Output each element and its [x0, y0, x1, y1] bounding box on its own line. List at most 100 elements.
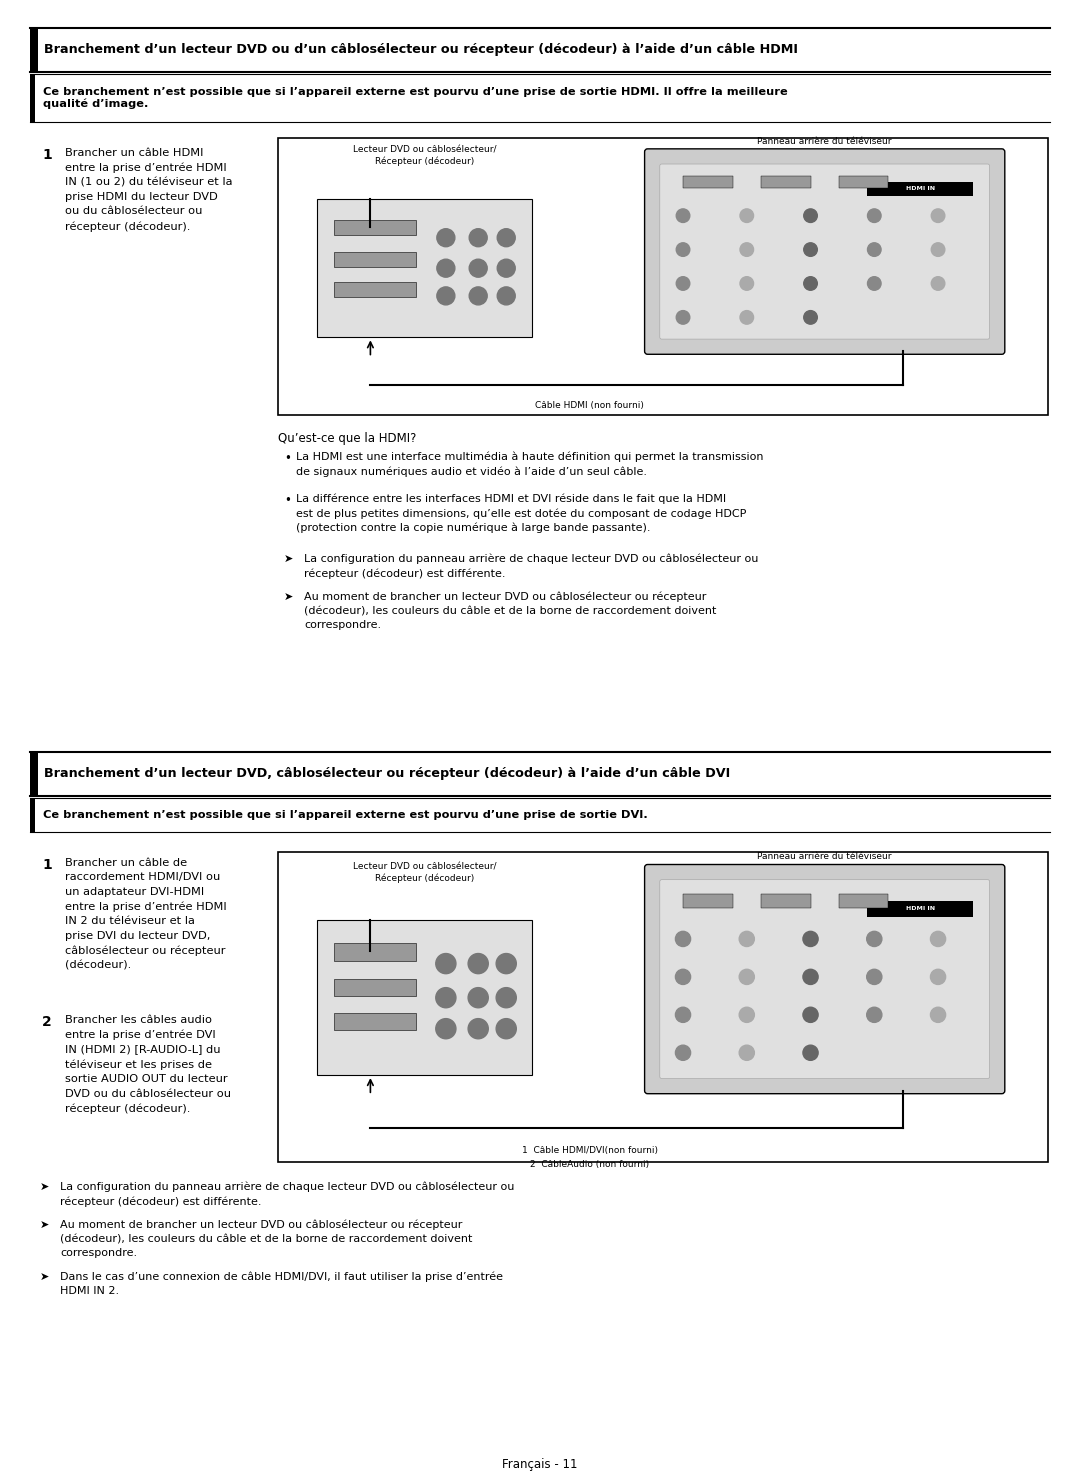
Text: Câble HDMI (non fourni): Câble HDMI (non fourni) — [536, 402, 645, 411]
Bar — [867, 901, 973, 916]
FancyBboxPatch shape — [660, 880, 989, 1079]
Bar — [30, 751, 38, 796]
Circle shape — [739, 931, 754, 947]
Bar — [839, 176, 889, 188]
Text: Dans le cas d’une connexion de câble HDMI/DVI, il faut utiliser la prise d’entré: Dans le cas d’une connexion de câble HDM… — [60, 1272, 503, 1297]
Text: Qu’est-ce que la HDMI?: Qu’est-ce que la HDMI? — [278, 431, 417, 445]
Circle shape — [740, 209, 754, 222]
Circle shape — [675, 931, 690, 947]
Circle shape — [931, 931, 946, 947]
FancyBboxPatch shape — [645, 864, 1004, 1094]
Circle shape — [739, 1008, 754, 1023]
Text: Branchement d’un lecteur DVD, câblosélecteur ou récepteur (décodeur) à l’aide d’: Branchement d’un lecteur DVD, câblosélec… — [44, 768, 730, 781]
Text: Panneau arrière du téléviseur: Panneau arrière du téléviseur — [757, 852, 892, 861]
Circle shape — [866, 1008, 882, 1023]
Circle shape — [931, 243, 945, 256]
Circle shape — [739, 1045, 754, 1060]
Circle shape — [496, 1018, 516, 1039]
FancyBboxPatch shape — [660, 165, 989, 339]
Bar — [334, 980, 416, 996]
Bar — [334, 944, 416, 960]
Circle shape — [468, 987, 488, 1008]
Bar — [683, 894, 732, 907]
Circle shape — [497, 228, 515, 246]
Circle shape — [676, 243, 690, 256]
Circle shape — [675, 1045, 690, 1060]
Bar — [334, 219, 416, 236]
Text: ➤: ➤ — [284, 554, 294, 565]
Circle shape — [931, 209, 945, 222]
Text: La différence entre les interfaces HDMI et DVI réside dans le fait que la HDMI
e: La différence entre les interfaces HDMI … — [296, 494, 746, 534]
Text: Ce branchement n’est possible que si l’appareil externe est pourvu d’une prise d: Ce branchement n’est possible que si l’a… — [43, 87, 787, 110]
FancyBboxPatch shape — [316, 199, 532, 338]
Text: •: • — [284, 494, 291, 507]
Circle shape — [468, 953, 488, 974]
Text: Au moment de brancher un lecteur DVD ou câblosélecteur ou récepteur
(décodeur), : Au moment de brancher un lecteur DVD ou … — [60, 1220, 472, 1258]
Circle shape — [496, 953, 516, 974]
Text: •: • — [284, 452, 291, 465]
Text: Branchement d’un lecteur DVD ou d’un câblosélecteur ou récepteur (décodeur) à l’: Branchement d’un lecteur DVD ou d’un câb… — [44, 43, 798, 56]
Circle shape — [436, 1018, 456, 1039]
Bar — [30, 74, 35, 122]
Text: Lecteur DVD ou câblosélecteur/
Récepteur (décodeur): Lecteur DVD ou câblosélecteur/ Récepteur… — [352, 863, 496, 883]
Text: La configuration du panneau arrière de chaque lecteur DVD ou câblosélecteur ou
r: La configuration du panneau arrière de c… — [303, 554, 758, 579]
Bar — [683, 176, 732, 188]
Text: La configuration du panneau arrière de chaque lecteur DVD ou câblosélecteur ou
r: La configuration du panneau arrière de c… — [60, 1183, 514, 1206]
Circle shape — [436, 228, 455, 246]
Circle shape — [802, 931, 819, 947]
Circle shape — [804, 311, 818, 325]
Text: 1: 1 — [42, 858, 52, 871]
Bar — [761, 176, 810, 188]
Bar — [334, 252, 416, 267]
FancyBboxPatch shape — [645, 148, 1004, 354]
Text: 1  Câble HDMI/DVI(non fourni): 1 Câble HDMI/DVI(non fourni) — [522, 1147, 658, 1156]
Circle shape — [867, 209, 881, 222]
Circle shape — [739, 969, 754, 984]
Bar — [867, 182, 973, 196]
Circle shape — [802, 969, 819, 984]
Circle shape — [497, 288, 515, 305]
Circle shape — [931, 969, 946, 984]
Circle shape — [436, 953, 456, 974]
Circle shape — [676, 209, 690, 222]
Text: HDMI IN: HDMI IN — [906, 187, 935, 191]
Bar — [278, 852, 1048, 1162]
Circle shape — [804, 243, 818, 256]
Circle shape — [866, 969, 882, 984]
Text: Brancher les câbles audio
entre la prise d’entrée DVI
IN (HDMI 2) [R-AUDIO-L] du: Brancher les câbles audio entre la prise… — [65, 1015, 231, 1114]
Bar — [334, 282, 416, 298]
Circle shape — [867, 243, 881, 256]
Text: 1: 1 — [42, 148, 52, 162]
Circle shape — [469, 259, 487, 277]
Text: ➤: ➤ — [40, 1220, 50, 1230]
Circle shape — [802, 1008, 819, 1023]
Text: Ce branchement n’est possible que si l’appareil externe est pourvu d’une prise d: Ce branchement n’est possible que si l’a… — [43, 811, 648, 820]
Text: ➤: ➤ — [40, 1183, 50, 1192]
Circle shape — [804, 209, 818, 222]
Bar — [839, 894, 889, 907]
Circle shape — [436, 288, 455, 305]
FancyBboxPatch shape — [316, 920, 532, 1076]
Text: HDMI IN: HDMI IN — [906, 907, 935, 911]
Text: 2: 2 — [42, 1015, 52, 1029]
Circle shape — [740, 311, 754, 325]
Circle shape — [468, 1018, 488, 1039]
Text: Panneau arrière du téléviseur: Panneau arrière du téléviseur — [757, 138, 892, 147]
Circle shape — [676, 311, 690, 325]
Circle shape — [497, 259, 515, 277]
Circle shape — [436, 259, 455, 277]
Text: Lecteur DVD ou câblosélecteur/
Récepteur (décodeur): Lecteur DVD ou câblosélecteur/ Récepteur… — [352, 145, 496, 166]
Circle shape — [436, 987, 456, 1008]
Circle shape — [740, 243, 754, 256]
Text: La HDMI est une interface multimédia à haute définition qui permet la transmissi: La HDMI est une interface multimédia à h… — [296, 452, 764, 477]
Text: 2  CâbleAudio (non fourni): 2 CâbleAudio (non fourni) — [530, 1160, 649, 1169]
Text: ➤: ➤ — [40, 1272, 50, 1282]
Bar — [761, 894, 810, 907]
Circle shape — [469, 228, 487, 246]
Text: Français - 11: Français - 11 — [502, 1458, 578, 1472]
Text: Au moment de brancher un lecteur DVD ou câblosélecteur ou récepteur
(décodeur), : Au moment de brancher un lecteur DVD ou … — [303, 591, 716, 630]
Bar — [30, 28, 38, 73]
Bar — [30, 797, 35, 831]
Bar — [278, 138, 1048, 415]
Circle shape — [675, 1008, 690, 1023]
